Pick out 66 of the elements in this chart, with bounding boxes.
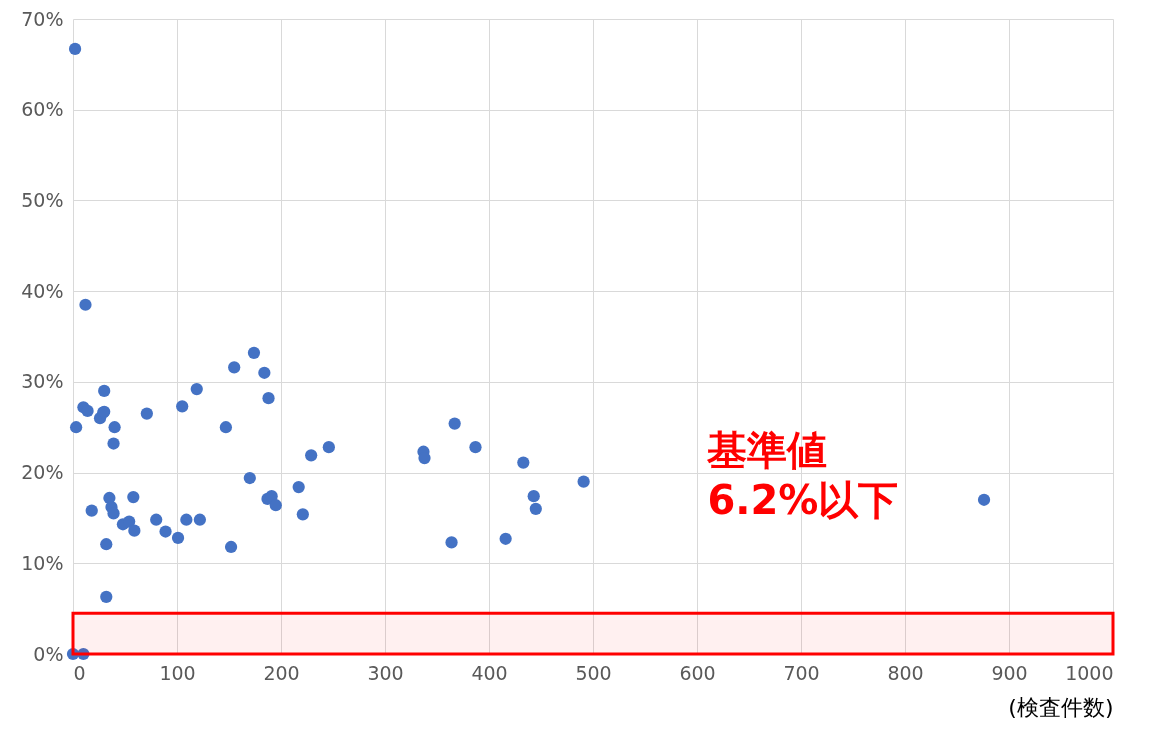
y-tick-label: 30% bbox=[21, 370, 64, 393]
x-tick-label: 800 bbox=[887, 661, 924, 684]
point bbox=[123, 515, 136, 528]
point bbox=[108, 421, 121, 434]
x-tick-label: 200 bbox=[263, 661, 300, 684]
point bbox=[247, 346, 261, 359]
point bbox=[190, 383, 203, 396]
point bbox=[448, 417, 461, 430]
point bbox=[258, 366, 271, 379]
point bbox=[219, 421, 232, 434]
point bbox=[100, 590, 113, 603]
point bbox=[107, 437, 120, 450]
x-tick-label: 700 bbox=[783, 661, 820, 684]
point bbox=[98, 384, 111, 398]
point bbox=[128, 524, 141, 537]
point bbox=[171, 531, 185, 544]
point bbox=[517, 456, 530, 469]
x-tick-label: 100 bbox=[159, 661, 196, 684]
point bbox=[140, 407, 153, 420]
point bbox=[68, 42, 82, 56]
y-tick-label: 10% bbox=[21, 551, 64, 574]
y-tick-label: 40% bbox=[21, 279, 64, 302]
point bbox=[292, 480, 305, 494]
x-tick-label: 600 bbox=[679, 661, 716, 684]
point bbox=[127, 490, 140, 504]
point bbox=[269, 499, 282, 512]
point bbox=[577, 475, 590, 488]
point bbox=[527, 490, 540, 503]
x-tick-label: 1000 bbox=[1065, 661, 1114, 684]
point bbox=[100, 538, 113, 551]
point bbox=[159, 525, 172, 538]
y-tick-label: 20% bbox=[21, 461, 64, 484]
point bbox=[977, 493, 991, 506]
point bbox=[243, 471, 256, 485]
point bbox=[77, 647, 90, 661]
band-label: 基準値 6.2%以下 bbox=[706, 426, 899, 523]
y-tick-label: 50% bbox=[21, 188, 64, 211]
point bbox=[499, 532, 512, 545]
point bbox=[66, 647, 80, 661]
x-tick-label: 900 bbox=[991, 661, 1028, 684]
point bbox=[70, 421, 83, 434]
point bbox=[445, 536, 458, 549]
point bbox=[81, 404, 94, 417]
point bbox=[176, 400, 189, 413]
y-tick-label: 0% bbox=[33, 642, 64, 665]
x-tick-label: 300 bbox=[367, 661, 404, 684]
x-tick-label: 500 bbox=[575, 661, 612, 684]
point bbox=[224, 540, 238, 554]
x-tick-label: 0 bbox=[73, 661, 86, 684]
point bbox=[296, 508, 309, 521]
x-axis-title: (検査件数) bbox=[1008, 694, 1114, 720]
point bbox=[150, 513, 163, 526]
point bbox=[85, 504, 98, 517]
point bbox=[79, 298, 92, 311]
y-tick-label: 60% bbox=[21, 98, 64, 121]
x-tick-label: 400 bbox=[471, 661, 508, 684]
point bbox=[469, 441, 482, 454]
point bbox=[180, 513, 193, 526]
point bbox=[107, 507, 120, 520]
point bbox=[193, 513, 206, 526]
point bbox=[529, 502, 542, 515]
point bbox=[322, 441, 335, 454]
point bbox=[262, 392, 275, 405]
y-tick-label: 70% bbox=[21, 7, 64, 30]
point bbox=[228, 361, 241, 374]
point bbox=[305, 449, 318, 462]
